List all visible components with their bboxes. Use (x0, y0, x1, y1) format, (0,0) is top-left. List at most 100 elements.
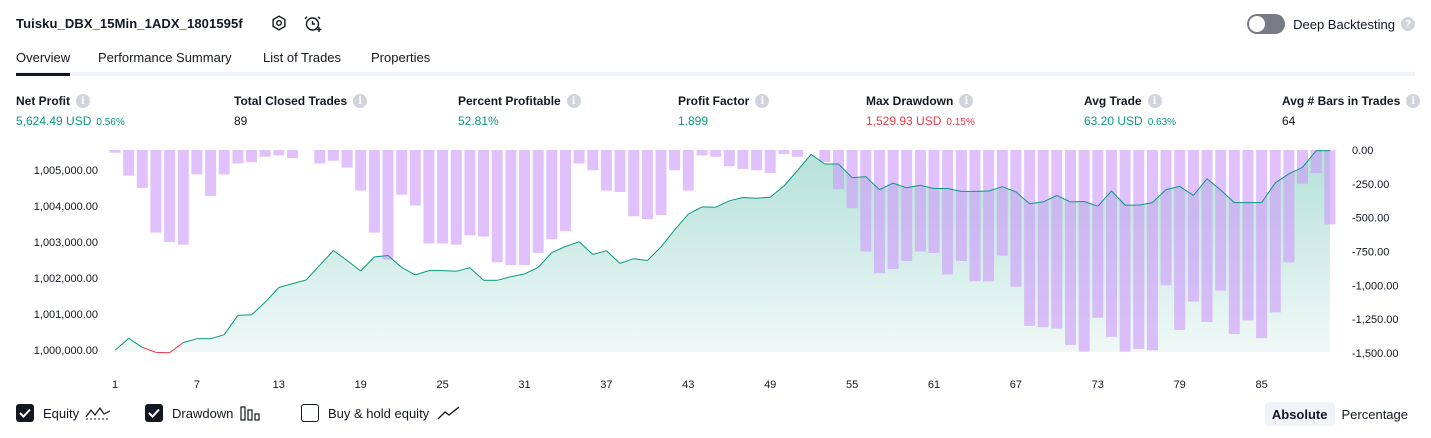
metric-value: 1.899 (678, 114, 708, 128)
drawdown-bar (683, 150, 694, 191)
drawdown-bar (437, 150, 448, 243)
left-axis-tick-label: 1,004,000.00 (34, 201, 98, 213)
drawdown-bar (219, 150, 230, 174)
drawdown-bar (1133, 150, 1144, 349)
drawdown-bar (1270, 150, 1281, 312)
drawdown-bar (123, 150, 134, 176)
drawdown-bar (1092, 150, 1103, 318)
deep-backtesting-toggle[interactable] (1247, 14, 1285, 34)
drawdown-bar (464, 150, 475, 235)
drawdown-bar (901, 150, 912, 261)
checkbox-unchecked[interactable] (301, 404, 319, 422)
drawdown-bar (1051, 150, 1062, 329)
drawdown-bar (478, 150, 489, 237)
drawdown-bar (997, 150, 1008, 256)
drawdown-bar (1120, 150, 1131, 352)
gear-icon[interactable] (268, 12, 290, 34)
metric-value: 5,624.49 USD (16, 114, 91, 128)
left-axis-tick-label: 1,005,000.00 (34, 165, 98, 177)
metric-percent: 0.56% (96, 117, 124, 128)
right-axis-tick-label: -1,250.00 (1352, 314, 1398, 326)
metric-title: Max Drawdown (866, 94, 953, 108)
absolute-button[interactable]: Absolute (1265, 402, 1335, 426)
drawdown-bar (942, 150, 953, 275)
equity-checkbox[interactable]: Equity (16, 404, 111, 422)
left-axis-tick-label: 1,002,000.00 (34, 273, 98, 285)
value-mode-switch: Absolute Percentage (1265, 402, 1415, 426)
drawdown-bar (110, 150, 121, 153)
info-icon[interactable]: i (76, 94, 90, 108)
right-axis-tick-label: -1,500.00 (1352, 348, 1398, 360)
metric-value: 89 (234, 114, 247, 128)
drawdown-bar (1147, 150, 1158, 350)
drawdown-bar (355, 150, 366, 191)
metric-title: Avg Trade (1084, 94, 1142, 108)
drawdown-bar (601, 150, 612, 191)
x-axis-tick-label: 79 (1174, 379, 1186, 390)
toggle-knob (1249, 16, 1265, 32)
x-axis-tick-label: 19 (355, 379, 367, 390)
drawdown-bar (1324, 150, 1335, 224)
drawdown-bar (710, 150, 721, 157)
info-icon[interactable]: i (755, 94, 769, 108)
metric-avg-bars-in-trades: Avg # Bars in Trades i 64 (1282, 94, 1420, 128)
metric-total-closed-trades: Total Closed Trades i 89 (234, 94, 367, 128)
metric-max-drawdown: Max Drawdown i 1,529.93 USD 0.15% (866, 94, 975, 128)
info-icon[interactable]: i (1148, 94, 1162, 108)
metric-value: 1,529.93 USD (866, 114, 941, 128)
x-axis-tick-label: 7 (194, 379, 200, 390)
drawdown-bar (860, 150, 871, 252)
right-axis-tick-label: -250.00 (1352, 179, 1389, 191)
drawdown-bar (246, 150, 257, 162)
drawdown-bar (492, 150, 503, 262)
drawdown-bar (328, 150, 339, 161)
drawdown-bar (574, 150, 585, 164)
metric-profit-factor: Profit Factor i 1.899 (678, 94, 769, 128)
drawdown-bar (1243, 150, 1254, 321)
info-icon[interactable]: i (959, 94, 973, 108)
tab-overview[interactable]: Overview (16, 50, 70, 76)
drawdown-bar (519, 150, 530, 265)
buy-hold-equity-checkbox[interactable]: Buy & hold equity (301, 404, 461, 422)
tab-performance-summary[interactable]: Performance Summary (98, 50, 232, 76)
drawdown-label: Drawdown (172, 406, 233, 421)
drawdown-bar (1038, 150, 1049, 327)
alarm-clock-plus-icon[interactable] (302, 12, 324, 34)
right-axis-tick-label: 0.00 (1352, 145, 1373, 157)
drawdown-bar (1106, 150, 1117, 337)
percentage-button[interactable]: Percentage (1335, 402, 1416, 426)
drawdown-bar (628, 150, 639, 216)
metric-percent: 0.15% (946, 117, 974, 128)
info-icon[interactable]: i (353, 94, 367, 108)
deep-backtesting-control: Deep Backtesting ? (1247, 14, 1415, 34)
drawdown-bar (669, 150, 680, 170)
info-icon[interactable]: i (567, 94, 581, 108)
tab-list-of-trades[interactable]: List of Trades (263, 50, 341, 76)
left-axis-tick-label: 1,000,000.00 (34, 345, 98, 357)
help-icon[interactable]: ? (1401, 17, 1415, 31)
x-axis-tick-label: 61 (928, 379, 940, 390)
drawdown-checkbox[interactable]: Drawdown (145, 404, 262, 422)
x-axis-tick-label: 43 (682, 379, 694, 390)
drawdown-bar (1311, 150, 1322, 173)
right-axis-tick-label: -750.00 (1352, 247, 1389, 259)
drawdown-bar (587, 150, 598, 170)
x-axis-tick-label: 85 (1255, 379, 1267, 390)
x-axis-tick-label: 49 (764, 379, 776, 390)
equity-drawdown-chart[interactable]: 1,000,000.00 1,001,000.00 1,002,000.00 1,00… (0, 140, 1431, 390)
right-axis-tick-label: -1,000.00 (1352, 280, 1398, 292)
drawdown-bar (1215, 150, 1226, 291)
drawdown-bar (929, 150, 940, 253)
drawdown-bar (778, 150, 789, 154)
strategy-title: Tuisku_DBX_15Min_1ADX_1801595f (16, 16, 243, 31)
drawdown-bar (369, 150, 380, 233)
tab-properties[interactable]: Properties (371, 50, 430, 76)
checkbox-checked[interactable] (145, 404, 163, 422)
drawdown-bar (137, 150, 148, 188)
drawdown-bar (164, 150, 175, 242)
deep-backtesting-label: Deep Backtesting (1293, 17, 1395, 32)
metric-avg-trade: Avg Trade i 63.20 USD 0.63% (1084, 94, 1176, 128)
checkbox-checked[interactable] (16, 404, 34, 422)
info-icon[interactable]: i (1406, 94, 1420, 108)
report-tabs: Overview Performance Summary List of Tra… (16, 44, 1415, 76)
